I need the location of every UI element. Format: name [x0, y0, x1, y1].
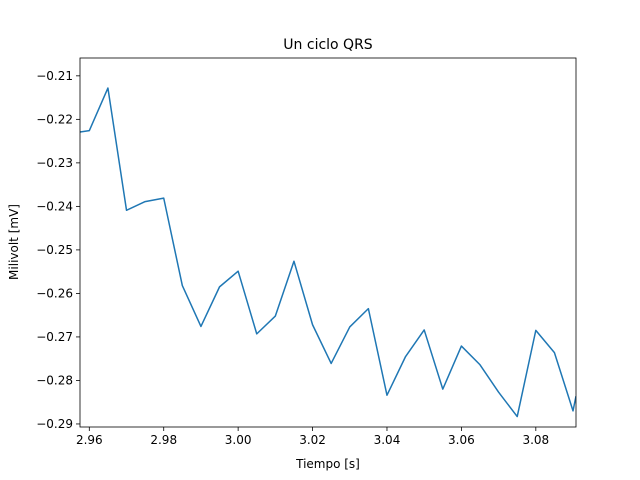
y-tick-label: −0.29	[36, 417, 73, 431]
y-tick-label: −0.22	[36, 112, 73, 126]
y-tick-label: −0.23	[36, 156, 73, 170]
y-axis-ticks: −0.21 −0.22 −0.23 −0.24 −0.25 −0.26 −0.27 −0.28…	[36, 69, 80, 431]
plot-area	[79, 57, 577, 428]
x-axis-label: Tiempo [s]	[295, 457, 360, 471]
y-tick-label: −0.27	[36, 330, 73, 344]
y-axis-label: Milivolt [mV]	[7, 204, 21, 280]
x-tick-label: 3.06	[448, 433, 475, 447]
x-tick-label: 3.02	[299, 433, 326, 447]
x-tick-label: 2.98	[150, 433, 177, 447]
x-axis-ticks: 2.96 2.98 3.00 3.02 3.04 3.06 3.08	[76, 427, 549, 447]
y-tick-label: −0.26	[36, 286, 73, 300]
y-tick-label: −0.21	[36, 69, 73, 83]
chart-title: Un ciclo QRS	[283, 37, 373, 53]
x-tick-label: 3.04	[374, 433, 401, 447]
x-tick-label: 2.96	[76, 433, 103, 447]
axes-frame	[79, 57, 577, 428]
y-tick-label: −0.24	[36, 199, 73, 213]
y-tick-label: −0.25	[36, 243, 73, 257]
x-tick-label: 3.08	[522, 433, 549, 447]
y-tick-label: −0.28	[36, 373, 73, 387]
series-line-0	[80, 87, 576, 418]
x-tick-label: 3.00	[225, 433, 252, 447]
